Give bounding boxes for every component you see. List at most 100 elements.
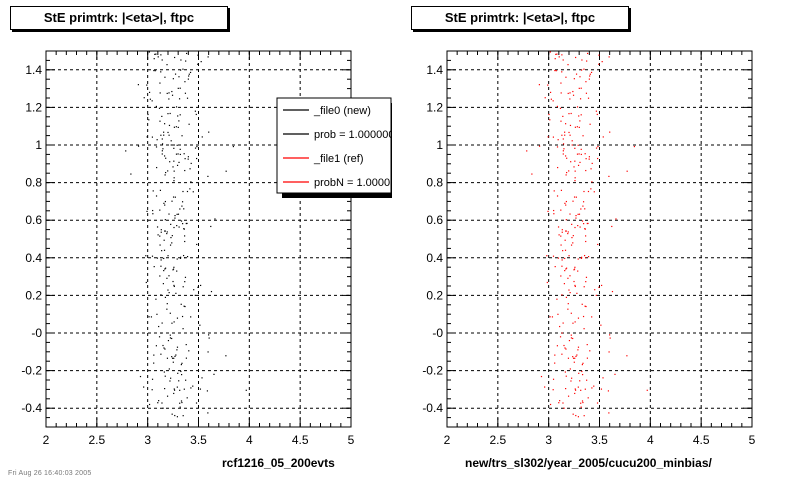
data-point <box>176 258 178 260</box>
data-point <box>560 275 562 277</box>
data-point <box>566 157 568 159</box>
pad-1: 2 2.5 3 3.5 4 4.5 5 -0.4 -0.2 -0 0.2 0.4 0.6 0.8 1 1.2 1… <box>21 50 355 447</box>
data-point <box>175 153 178 155</box>
data-point <box>178 226 180 228</box>
data-point <box>214 218 216 220</box>
data-point <box>207 351 209 353</box>
data-point <box>571 223 573 225</box>
data-point <box>565 375 567 377</box>
data-point <box>579 76 581 78</box>
data-point <box>177 126 179 128</box>
data-point <box>580 257 583 259</box>
y-tick-label: 0.6 <box>426 213 443 227</box>
data-point <box>585 235 587 237</box>
data-point <box>137 145 140 147</box>
data-point <box>577 416 580 418</box>
data-point <box>171 413 173 415</box>
data-point <box>175 292 177 294</box>
data-point <box>181 135 183 137</box>
data-point <box>567 357 570 359</box>
data-point <box>164 200 167 203</box>
data-point <box>554 58 556 60</box>
data-point <box>173 388 175 390</box>
data-point <box>170 236 172 239</box>
data-point <box>146 84 148 86</box>
data-point <box>574 170 576 172</box>
data-point <box>155 345 157 347</box>
data-point <box>159 275 161 277</box>
data-point <box>590 71 593 74</box>
data-point <box>179 389 181 391</box>
data-point <box>159 120 161 122</box>
data-point <box>598 286 600 288</box>
data-point <box>225 170 227 172</box>
data-point <box>160 259 162 261</box>
data-point <box>572 94 575 96</box>
data-point <box>633 145 636 148</box>
data-point <box>562 59 564 61</box>
data-point <box>559 336 562 338</box>
data-point <box>563 283 565 285</box>
data-point <box>580 208 582 210</box>
data-point <box>575 196 577 198</box>
data-point <box>174 215 176 217</box>
data-point <box>547 136 549 138</box>
data-point <box>582 401 584 404</box>
data-point <box>564 239 566 241</box>
data-point <box>169 112 171 115</box>
data-point <box>578 87 580 89</box>
data-point <box>166 92 168 95</box>
y-tick-label: 1 <box>436 138 443 152</box>
data-point <box>179 114 181 116</box>
data-point <box>574 389 577 391</box>
data-point <box>146 210 148 212</box>
data-point <box>572 235 574 237</box>
data-point <box>584 388 586 390</box>
data-point <box>177 372 179 374</box>
data-point <box>161 115 163 118</box>
data-point <box>213 373 215 375</box>
x-tick-label: 4 <box>647 433 654 447</box>
data-point <box>565 296 568 299</box>
data-point <box>171 242 173 244</box>
data-point <box>171 94 174 96</box>
data-point <box>591 387 593 389</box>
x-tick-label: 4 <box>246 433 253 447</box>
data-point <box>565 388 567 390</box>
data-point <box>208 337 210 339</box>
data-point <box>169 334 171 336</box>
data-point <box>579 161 581 164</box>
data-point <box>546 281 548 284</box>
data-point <box>183 305 185 307</box>
data-point <box>207 412 209 414</box>
data-point <box>559 325 561 328</box>
data-point <box>570 161 572 163</box>
data-point <box>576 153 579 155</box>
data-point <box>157 56 159 58</box>
data-point <box>180 373 183 376</box>
data-point <box>574 392 576 395</box>
data-point <box>565 204 567 206</box>
data-point <box>557 226 560 228</box>
data-point <box>184 169 186 172</box>
data-point <box>569 368 571 370</box>
data-point <box>173 389 176 391</box>
data-point <box>598 54 600 56</box>
data-point <box>192 191 194 193</box>
data-point <box>182 415 184 417</box>
data-point <box>187 78 189 80</box>
data-point <box>156 257 159 259</box>
data-point <box>180 363 182 366</box>
data-point <box>548 113 550 116</box>
data-point <box>184 235 186 237</box>
y-tick-label: 1 <box>35 138 42 152</box>
data-point <box>160 265 162 267</box>
data-point <box>185 357 187 359</box>
data-point <box>585 81 587 83</box>
data-point <box>569 134 571 136</box>
data-point <box>556 146 559 148</box>
data-point <box>557 313 559 315</box>
data-point <box>601 61 603 63</box>
data-point <box>564 270 566 272</box>
